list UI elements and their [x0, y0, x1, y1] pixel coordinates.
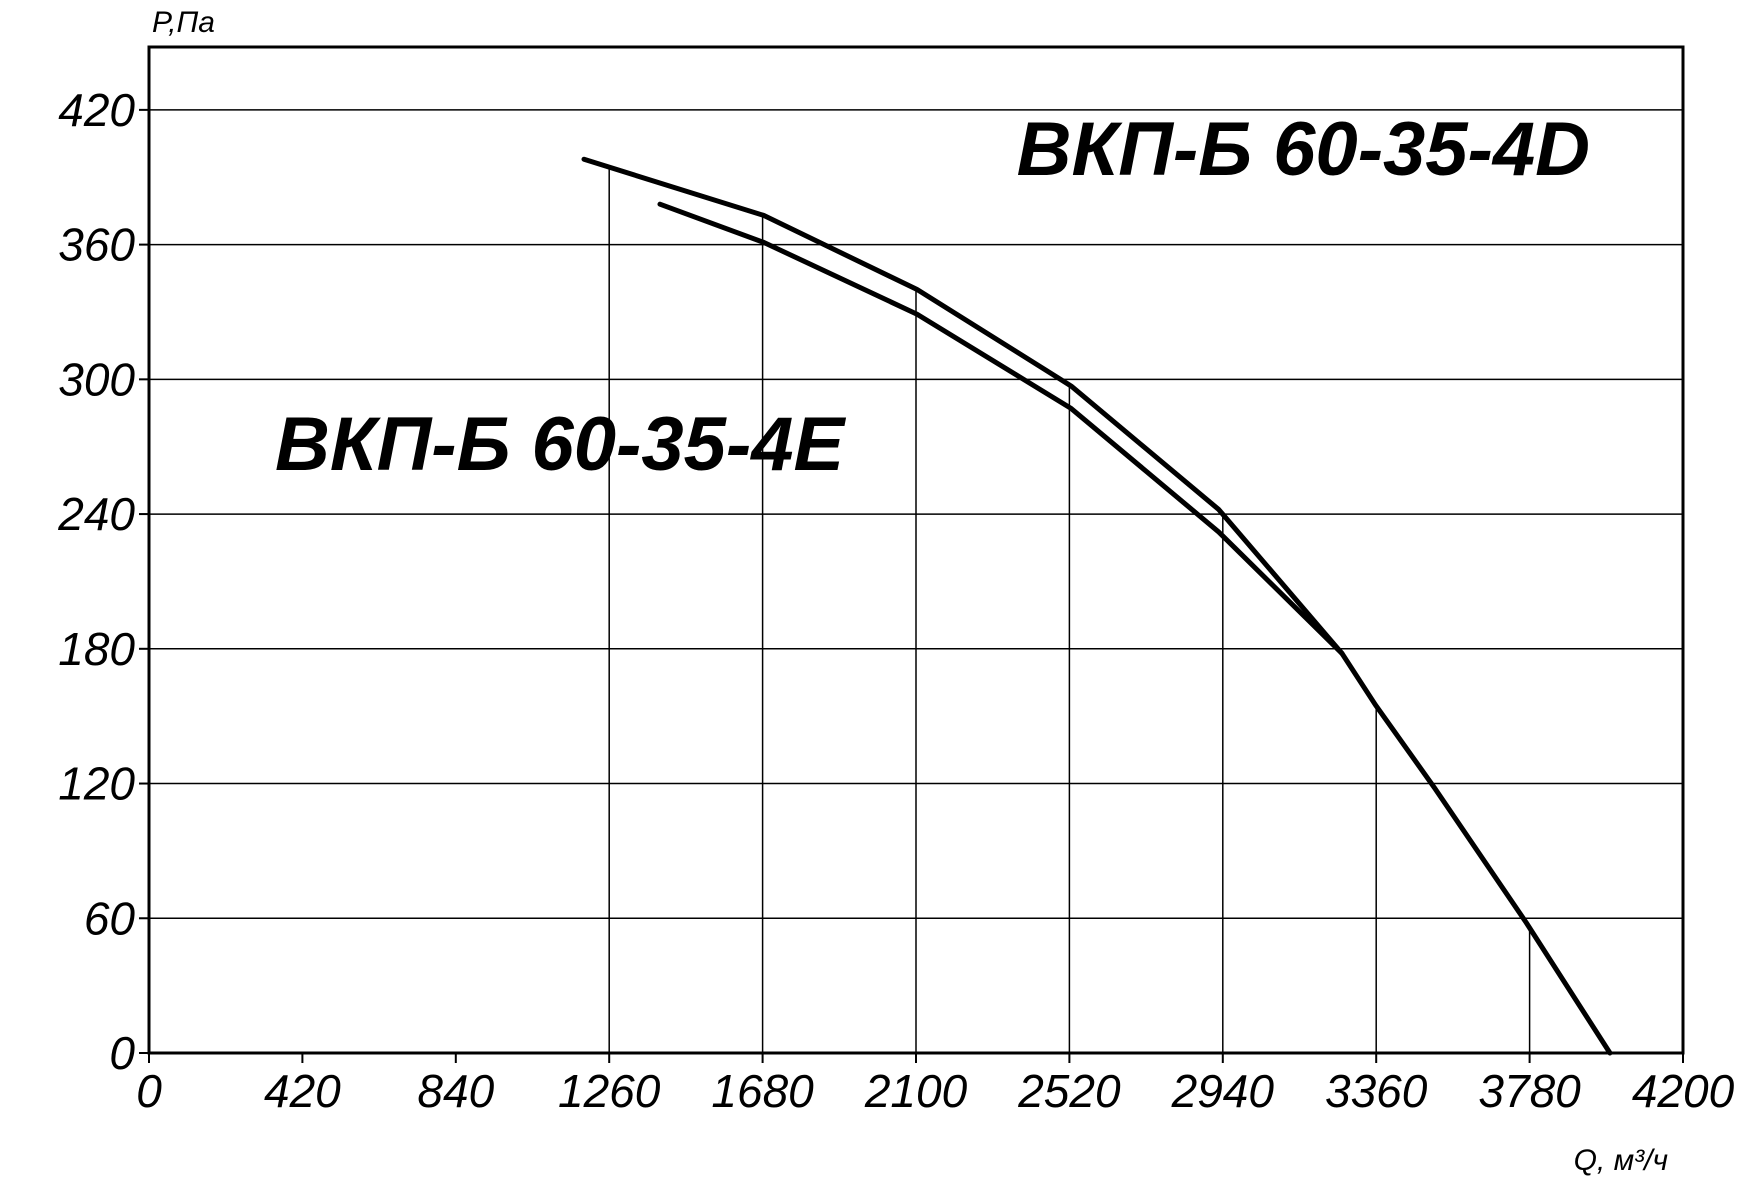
y-tick-label: 0: [109, 1027, 135, 1079]
y-tick-label: 300: [58, 353, 135, 405]
x-tick-label: 1260: [558, 1065, 661, 1117]
plot-frame: [147, 45, 1685, 1055]
y-tick-label: 360: [58, 219, 135, 271]
x-tick-label: 2520: [1017, 1065, 1121, 1117]
x-tick-label: 3780: [1478, 1065, 1581, 1117]
y-tick-label: 420: [58, 84, 135, 136]
y-axis-label: P,Па: [152, 6, 215, 39]
y-tick-label: 120: [58, 758, 135, 810]
x-tick-label: 420: [264, 1065, 341, 1117]
x-tick-label: 840: [417, 1065, 494, 1117]
curve: [581, 156, 1613, 1056]
series-annotation: ВКП-Б 60-35-4D: [1017, 107, 1590, 192]
curve: [657, 201, 1345, 656]
series-annotation: ВКП-Б 60-35-4E: [275, 402, 846, 487]
x-tick-label: 2100: [864, 1065, 968, 1117]
x-tick-label: 4200: [1632, 1065, 1735, 1117]
x-axis-label: Q, м³/ч: [1574, 1144, 1668, 1177]
x-tick-label: 3360: [1325, 1065, 1428, 1117]
x-tick-label: 1680: [711, 1065, 814, 1117]
y-tick-label: 180: [58, 623, 135, 675]
y-tick-label: 60: [84, 892, 136, 944]
x-tick-label: 0: [136, 1065, 162, 1117]
y-tick-label: 240: [57, 488, 135, 540]
x-tick-label: 2940: [1171, 1065, 1275, 1117]
